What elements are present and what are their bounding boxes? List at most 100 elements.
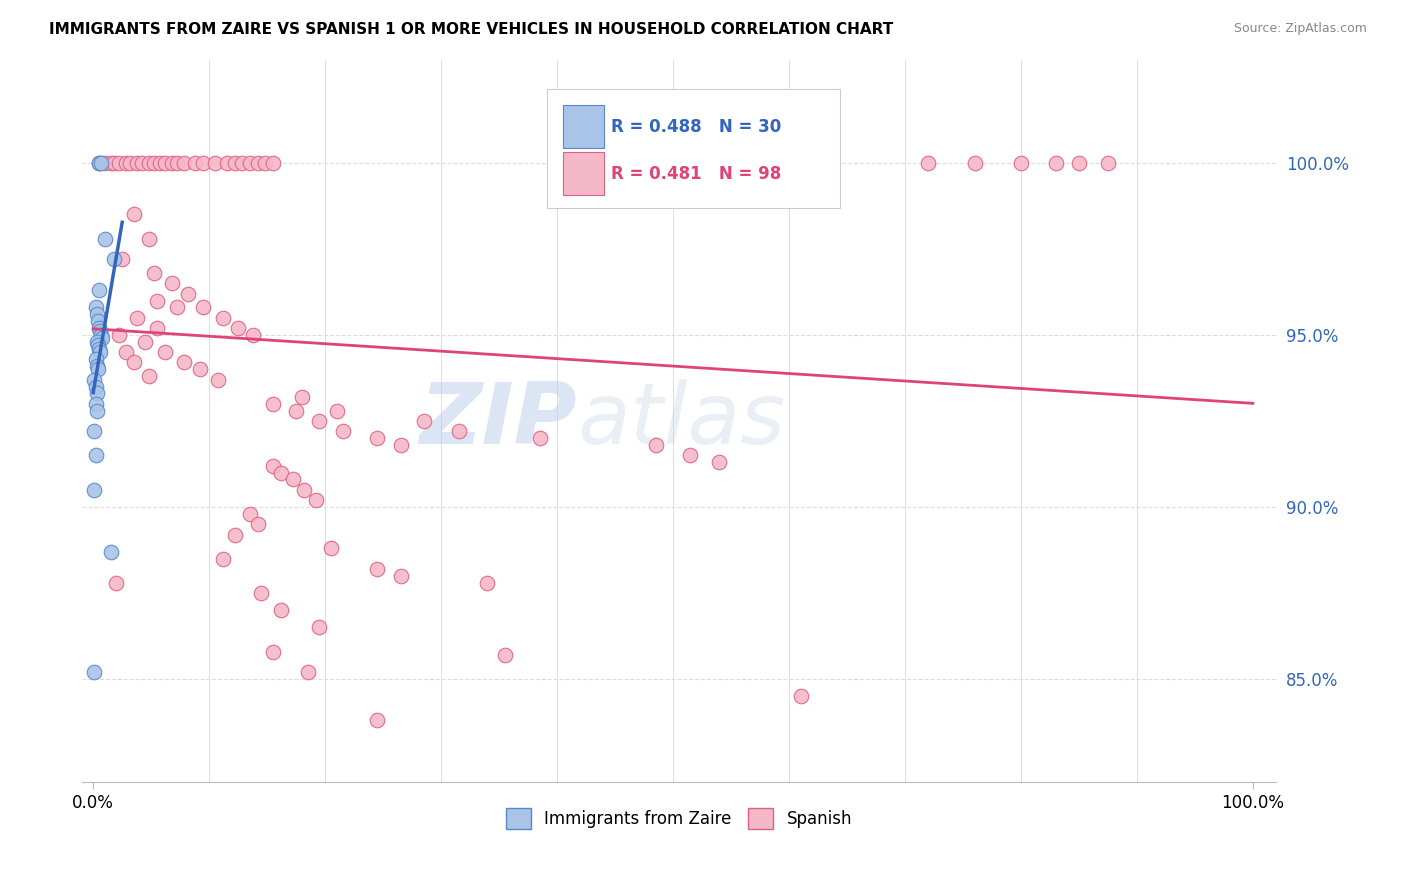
Point [246, 156, 269, 170]
Point [91, 331, 114, 345]
Point [319, 541, 342, 556]
Point [84, 397, 107, 411]
Point [134, 334, 156, 349]
Point [127, 156, 149, 170]
Point [131, 156, 153, 170]
Point [114, 345, 136, 359]
FancyBboxPatch shape [562, 153, 603, 194]
Point [270, 603, 292, 617]
Point [111, 252, 134, 267]
Point [262, 156, 284, 170]
Point [291, 390, 314, 404]
Point [366, 714, 388, 728]
Point [138, 369, 160, 384]
Point [184, 156, 207, 170]
Point [1045, 156, 1067, 170]
Point [789, 690, 811, 704]
Point [107, 327, 129, 342]
Point [87, 156, 110, 170]
Point [325, 403, 347, 417]
FancyBboxPatch shape [562, 105, 603, 148]
Legend: Immigrants from Zaire, Spanish: Immigrants from Zaire, Spanish [499, 802, 859, 836]
Point [239, 507, 262, 521]
Point [103, 156, 125, 170]
Point [389, 438, 412, 452]
Point [87, 342, 110, 356]
Point [89, 325, 111, 339]
Point [226, 321, 249, 335]
Point [84, 449, 107, 463]
Point [105, 575, 128, 590]
Point [224, 156, 246, 170]
Point [142, 266, 165, 280]
Point [87, 283, 110, 297]
Point [84, 379, 107, 393]
Point [86, 359, 108, 373]
Point [231, 156, 253, 170]
Text: ZIP: ZIP [419, 379, 578, 462]
Point [917, 156, 939, 170]
Point [366, 562, 388, 576]
Point [173, 156, 195, 170]
Point [204, 156, 226, 170]
Point [332, 425, 354, 439]
Point [166, 301, 188, 315]
Point [86, 334, 108, 349]
FancyBboxPatch shape [547, 88, 841, 208]
Text: R = 0.481   N = 98: R = 0.481 N = 98 [610, 165, 780, 183]
Point [120, 156, 142, 170]
Point [305, 493, 328, 508]
Point [84, 301, 107, 315]
Point [412, 414, 434, 428]
Point [447, 425, 470, 439]
Point [253, 156, 276, 170]
Point [86, 403, 108, 417]
Point [138, 156, 160, 170]
Point [94, 156, 117, 170]
Point [292, 483, 315, 497]
Point [86, 386, 108, 401]
Point [166, 156, 188, 170]
Point [262, 458, 284, 473]
Point [146, 321, 169, 335]
Point [83, 373, 105, 387]
Point [644, 438, 666, 452]
Point [90, 156, 112, 170]
Point [262, 397, 284, 411]
Point [87, 314, 110, 328]
Point [86, 307, 108, 321]
Point [285, 403, 308, 417]
Text: IMMIGRANTS FROM ZAIRE VS SPANISH 1 OR MORE VEHICLES IN HOUSEHOLD CORRELATION CHA: IMMIGRANTS FROM ZAIRE VS SPANISH 1 OR MO… [49, 22, 893, 37]
Point [246, 517, 269, 532]
Point [207, 373, 229, 387]
Point [477, 575, 499, 590]
Point [160, 277, 183, 291]
Point [297, 665, 319, 680]
Point [94, 231, 117, 245]
Point [153, 345, 176, 359]
Text: Source: ZipAtlas.com: Source: ZipAtlas.com [1233, 22, 1367, 36]
Point [262, 644, 284, 658]
Point [100, 545, 122, 559]
Point [84, 351, 107, 366]
Point [224, 527, 246, 541]
Point [212, 310, 235, 325]
Point [250, 586, 273, 600]
Point [1067, 156, 1090, 170]
Point [177, 286, 200, 301]
Point [83, 665, 105, 680]
Point [127, 310, 149, 325]
Point [679, 449, 702, 463]
Point [242, 327, 264, 342]
Point [87, 156, 110, 170]
Point [160, 156, 183, 170]
Point [87, 362, 110, 376]
Point [193, 301, 215, 315]
Text: R = 0.488   N = 30: R = 0.488 N = 30 [610, 118, 780, 136]
Text: atlas: atlas [578, 379, 786, 462]
Point [494, 648, 516, 662]
Point [146, 293, 169, 308]
Point [281, 473, 304, 487]
Point [215, 156, 238, 170]
Point [122, 207, 145, 221]
